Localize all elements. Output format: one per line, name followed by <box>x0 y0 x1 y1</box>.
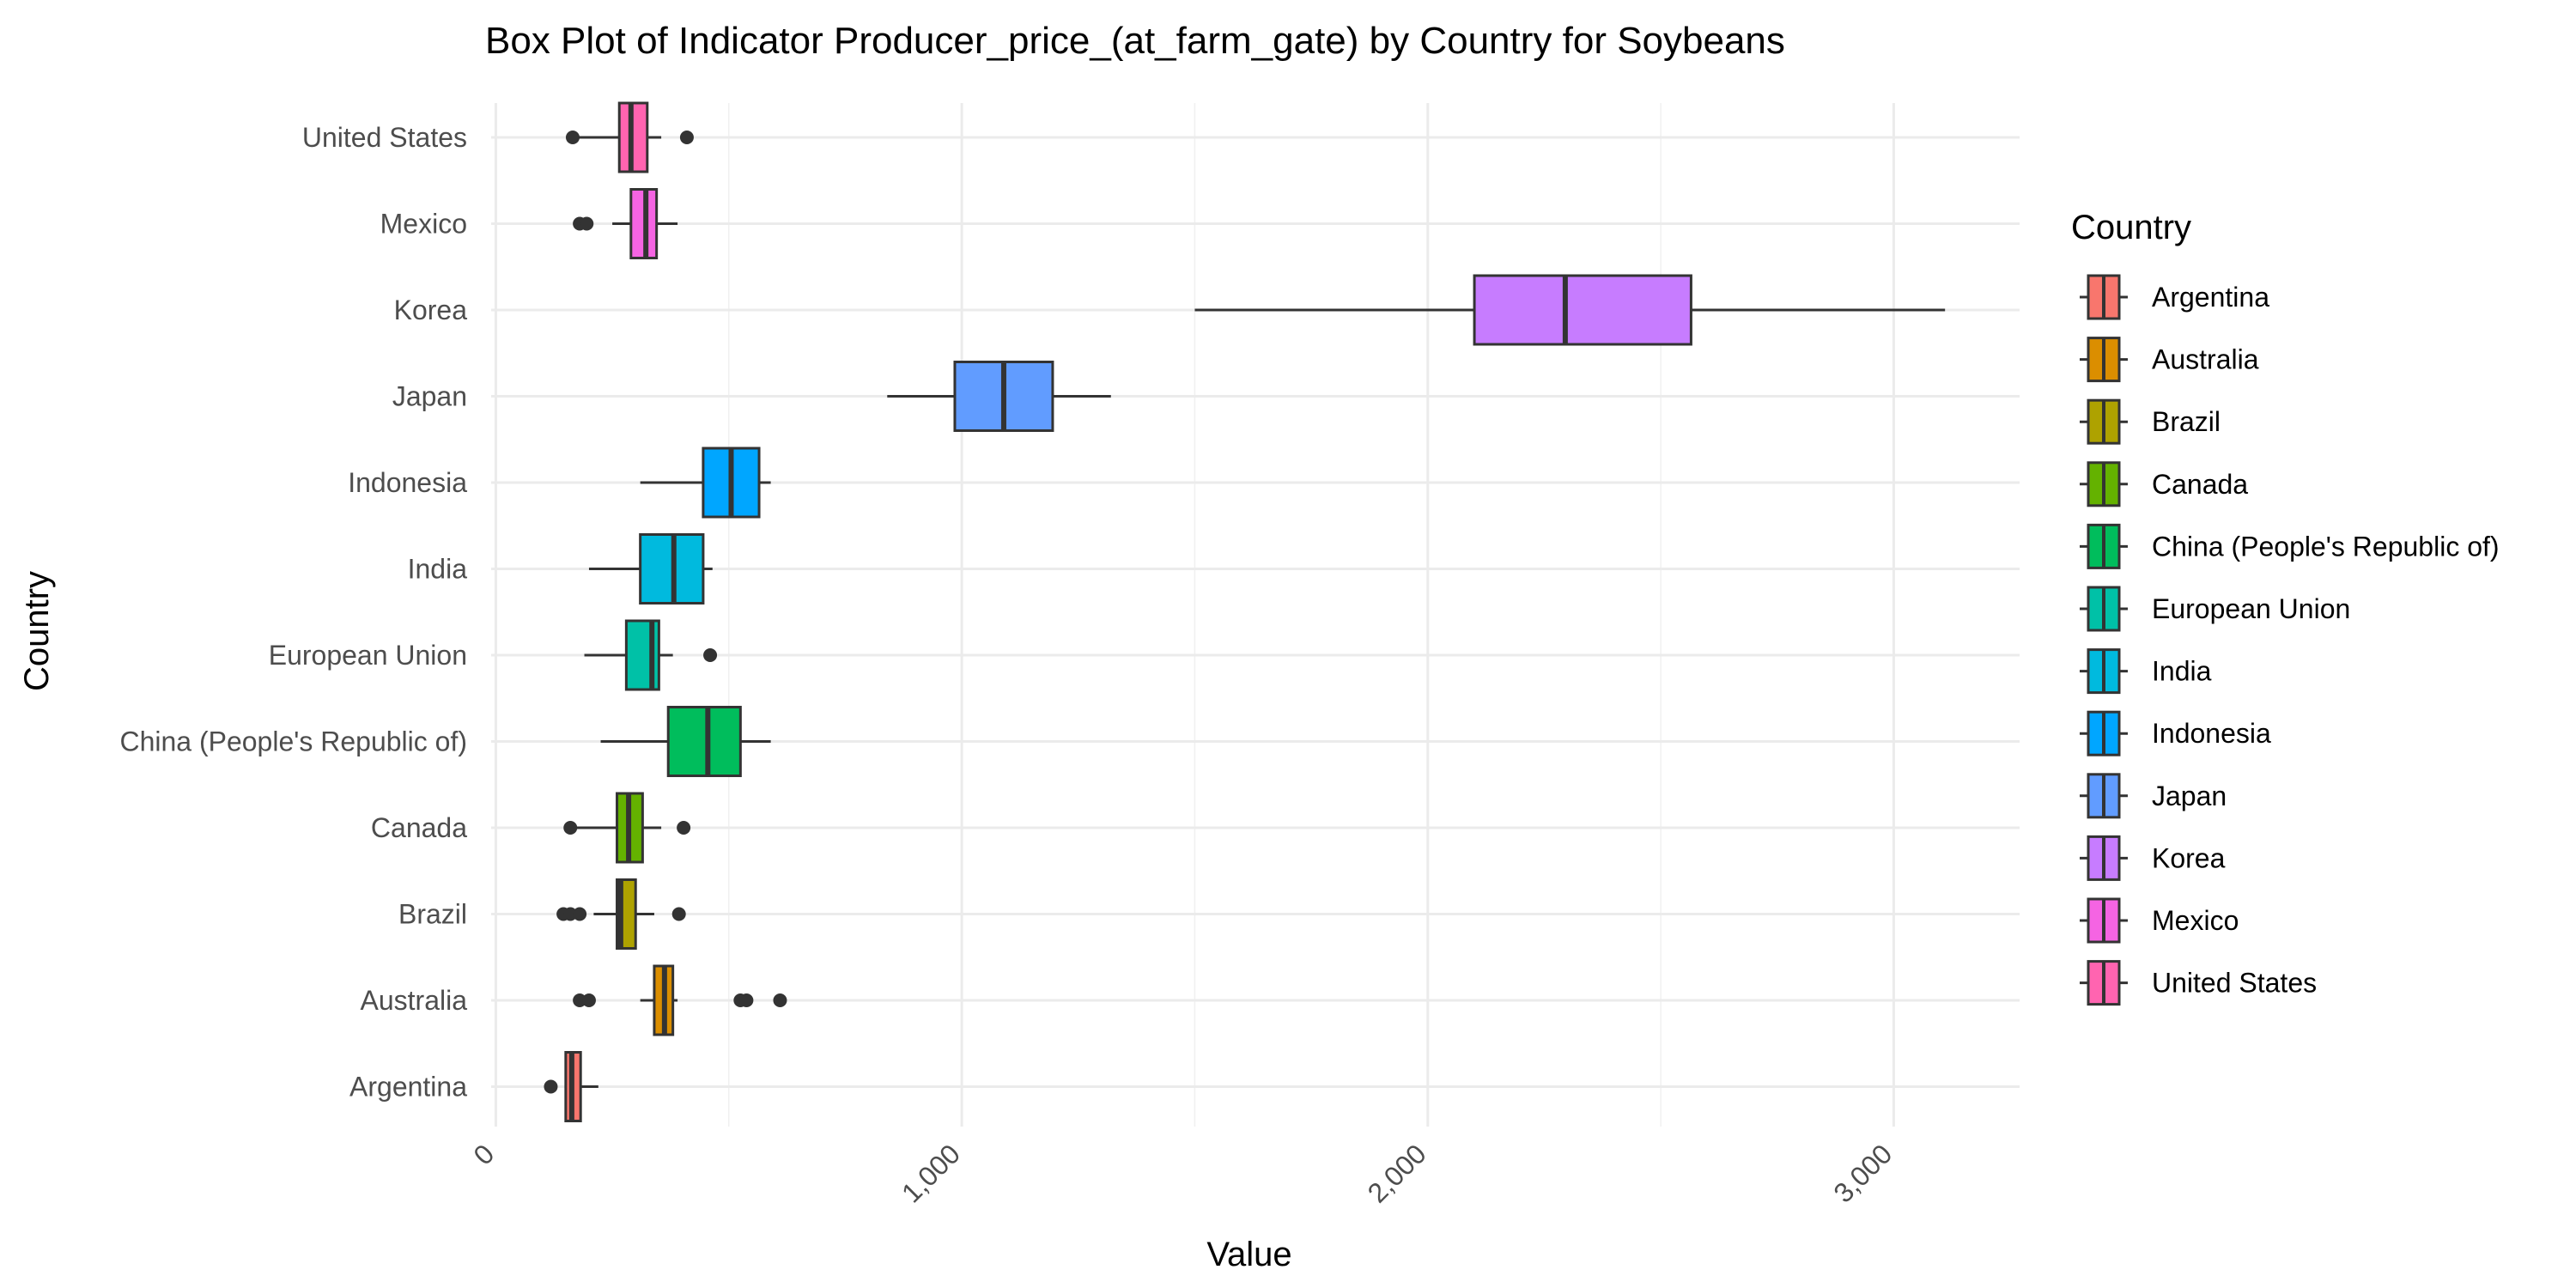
y-tick-label: Korea <box>394 295 468 325</box>
legend-label: United States <box>2152 968 2317 999</box>
box-korea <box>1194 274 1946 346</box>
outlier-point <box>739 993 754 1007</box>
y-tick-label: Mexico <box>380 209 467 240</box>
outlier-point <box>580 216 594 231</box>
y-tick-label: India <box>408 554 468 585</box>
box-japan <box>887 361 1111 432</box>
legend-item-korea: Korea <box>2080 835 2226 881</box>
box-argentina <box>544 1051 598 1122</box>
legend-item-australia: Australia <box>2080 337 2259 383</box>
outlier-point <box>773 993 787 1007</box>
box-india <box>588 533 713 605</box>
legend-item-mexico: Mexico <box>2080 897 2239 944</box>
legend-label: Australia <box>2152 344 2259 375</box>
x-tick-label: 0 <box>467 1138 500 1170</box>
y-tick-label: European Union <box>269 640 467 671</box>
legend-label: Mexico <box>2152 905 2239 936</box>
outlier-point <box>565 131 580 144</box>
y-tick-label: Australia <box>361 985 468 1016</box>
chart-title: Box Plot of Indicator Producer_price_(at… <box>485 20 1785 62</box>
legend-label: Canada <box>2152 469 2248 500</box>
box-european-union <box>584 619 718 691</box>
legend-label: Japan <box>2152 781 2227 811</box>
legend-item-brazil: Brazil <box>2080 398 2221 445</box>
legend-label: European Union <box>2152 593 2350 624</box>
outlier-point <box>703 648 718 662</box>
box-body <box>1473 274 1692 346</box>
box-australia <box>573 964 787 1036</box>
x-tick-label: 2,000 <box>1362 1138 1432 1208</box>
box-mexico <box>573 188 678 259</box>
legend-item-india: India <box>2080 648 2212 695</box>
y-tick-label: Canada <box>371 812 467 843</box>
box-indonesia <box>640 447 771 519</box>
box-united-states <box>565 101 694 173</box>
legend-label: Korea <box>2152 842 2226 873</box>
y-tick-label: China (People's Republic of) <box>119 726 467 757</box>
legend-item-european-union: European Union <box>2080 586 2350 632</box>
legend-item-argentina: Argentina <box>2080 274 2269 320</box>
outlier-point <box>544 1079 558 1094</box>
legend-item-united-states: United States <box>2080 960 2317 1006</box>
legend-title: Country <box>2071 209 2191 246</box>
y-axis-title: Country <box>18 571 56 691</box>
y-tick-label: Brazil <box>398 899 467 930</box>
box-canada <box>563 792 691 864</box>
legend-item-japan: Japan <box>2080 773 2227 819</box>
outlier-point <box>677 821 691 835</box>
outlier-point <box>671 907 686 921</box>
legend-label: China (People's Republic of) <box>2152 531 2500 562</box>
legend-label: Brazil <box>2152 406 2221 437</box>
y-tick-label: Indonesia <box>348 467 467 498</box>
y-axis-ticks: Argentina Australia Brazil Canada China (Peo… <box>119 122 467 1103</box>
y-tick-label: United States <box>302 122 467 153</box>
x-tick-label: 1,000 <box>896 1138 966 1208</box>
legend-label: Indonesia <box>2152 718 2271 749</box>
legend-item-canada: Canada <box>2080 461 2248 507</box>
legend-label: India <box>2152 656 2212 687</box>
box-series <box>544 101 1946 1122</box>
box-body <box>666 706 742 777</box>
legend-item-china-people-s-republic-of: China (People's Republic of) <box>2080 523 2500 569</box>
legend-label: Argentina <box>2152 282 2269 313</box>
outlier-point <box>563 821 578 835</box>
box-brazil <box>556 878 686 950</box>
legend: Country Argentina Australia Brazil Canada Ch… <box>2071 209 2500 1006</box>
outlier-point <box>581 993 596 1007</box>
y-tick-label: Japan <box>392 381 467 412</box>
y-tick-label: Argentina <box>349 1072 467 1103</box>
box-china-people-s-republic-of <box>600 706 771 777</box>
x-tick-label: 3,000 <box>1827 1138 1898 1208</box>
x-axis-ticks: 0 1,000 2,000 3,000 <box>467 1138 1898 1208</box>
x-axis-title: Value <box>1206 1236 1291 1273</box>
legend-item-indonesia: Indonesia <box>2080 710 2271 756</box>
outlier-point <box>679 131 694 144</box>
grid <box>491 103 2020 1127</box>
outlier-point <box>573 907 587 921</box>
